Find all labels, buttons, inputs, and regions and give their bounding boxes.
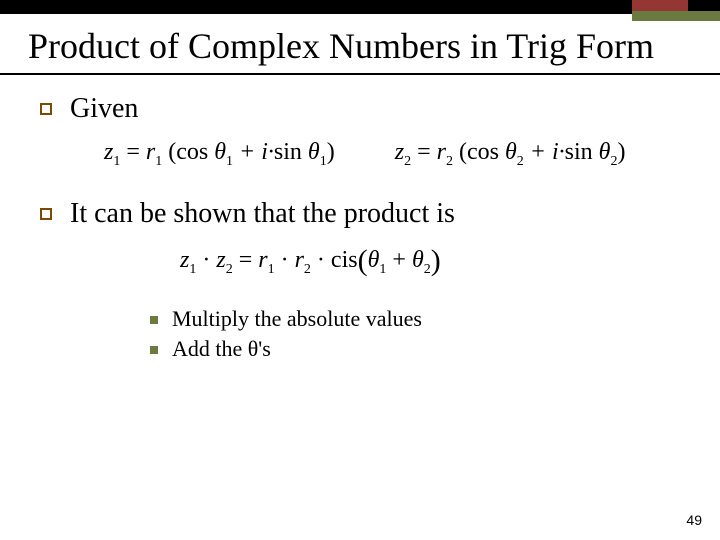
sub-bullet-add: Add the θ's	[150, 336, 680, 362]
sub-bullet-multiply-text: Multiply the absolute values	[172, 306, 422, 332]
formula-z1: z1 = r1 (cos θ1 + i·sin θ1)	[104, 139, 335, 170]
sub-bullet-multiply: Multiply the absolute values	[150, 306, 680, 332]
sub-bullet-add-text: Add the θ's	[172, 336, 271, 362]
sub-bullet-icon	[150, 316, 158, 324]
bullet-icon	[40, 103, 52, 115]
slide-number: 49	[686, 512, 702, 528]
top-bar	[0, 0, 720, 14]
bullet-product: It can be shown that the product is	[40, 198, 680, 230]
bullet-product-text: It can be shown that the product is	[70, 198, 455, 230]
formula-given-row: z1 = r1 (cos θ1 + i·sin θ1) z2 = r2 (cos…	[104, 139, 680, 170]
bullet-given-text: Given	[70, 93, 138, 125]
formula-product-row: z1 · z2 = r1 · r2 · cis(θ1 + θ2)	[180, 244, 680, 278]
slide-content: Given z1 = r1 (cos θ1 + i·sin θ1) z2 = r…	[0, 75, 720, 362]
slide-title: Product of Complex Numbers in Trig Form	[0, 14, 720, 73]
bullet-given: Given	[40, 93, 680, 125]
formula-product: z1 · z2 = r1 · r2 · cis(θ1 + θ2)	[180, 244, 441, 278]
accent-green	[632, 11, 720, 21]
bullet-icon	[40, 208, 52, 220]
sub-bullets: Multiply the absolute values Add the θ's	[150, 306, 680, 362]
formula-z2: z2 = r2 (cos θ2 + i·sin θ2)	[395, 139, 626, 170]
sub-bullet-icon	[150, 346, 158, 354]
